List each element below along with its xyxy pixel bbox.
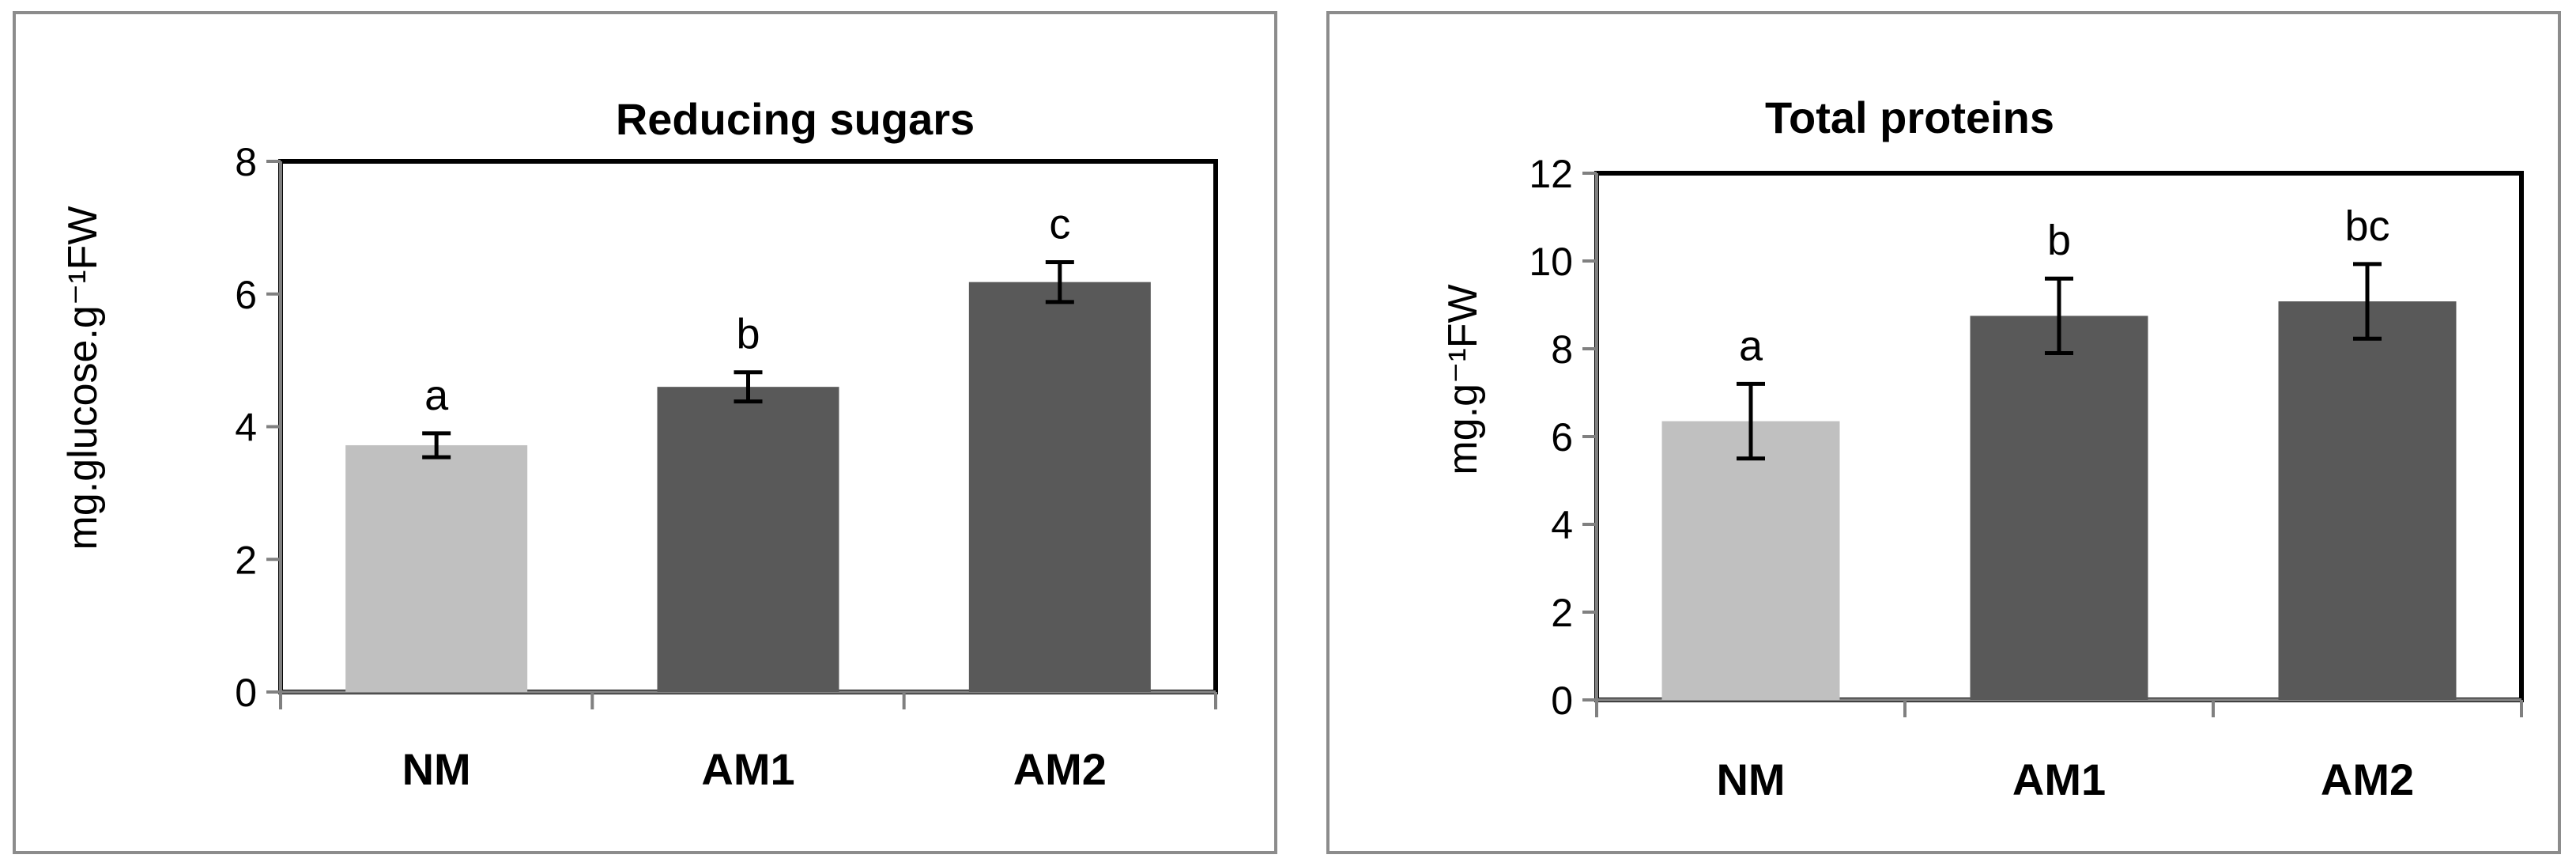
y-tick-label: 4	[235, 406, 257, 450]
significance-letter: a	[1739, 322, 1763, 369]
y-tick-label: 4	[1551, 503, 1573, 547]
y-tick-label: 0	[235, 671, 257, 715]
x-tick-label: AM2	[1013, 744, 1107, 794]
x-tick-label: AM1	[701, 744, 794, 794]
significance-letter: bc	[2344, 202, 2389, 250]
y-tick-label: 2	[1551, 591, 1573, 635]
plot-area: 0 2 4 6 8 10 12 a NM b AM1 bc AM2	[1529, 152, 2524, 804]
bar-am2	[968, 282, 1151, 693]
x-tick-label: NM	[1716, 754, 1785, 804]
chart-title: Total proteins	[1765, 93, 2054, 142]
chart-title: Reducing sugars	[616, 94, 975, 144]
x-tick-label: AM2	[2321, 754, 2414, 804]
y-tick-label: 6	[235, 273, 257, 317]
bar-nm	[345, 444, 528, 692]
y-tick-label: 8	[235, 140, 257, 184]
x-tick-label: AM1	[2012, 754, 2106, 804]
significance-letter: b	[2047, 217, 2071, 264]
bar-am1	[1970, 316, 2148, 700]
y-tick-label: 2	[235, 538, 257, 582]
significance-letter: a	[424, 372, 449, 419]
chart-reducing-sugars: Reducing sugars 0 2 4 6 8 a NM b AM1 c AM2 mg.gluc…	[13, 11, 1277, 854]
bar-am1	[657, 387, 839, 692]
y-tick-label: 0	[1551, 679, 1573, 723]
plot-area: 0 2 4 6 8 a NM b AM1 c AM2	[235, 140, 1218, 794]
x-tick-label: NM	[402, 744, 471, 794]
chart-total-proteins: Total proteins 0 2 4 6 8 10 12 a NM b AM1 bc AM2 mg.…	[1326, 11, 2561, 854]
y-axis-label: mg.glucose.g⁻¹FW	[60, 206, 106, 550]
y-tick-label: 6	[1551, 415, 1573, 459]
y-tick-label: 10	[1529, 240, 1573, 284]
bar-nm	[1661, 421, 1840, 700]
bar-am2	[2278, 301, 2457, 700]
significance-letter: b	[736, 311, 760, 358]
y-tick-label: 12	[1529, 152, 1573, 196]
y-axis-label: mg.g⁻¹FW	[1440, 284, 1486, 475]
y-tick-label: 8	[1551, 327, 1573, 372]
significance-letter: c	[1049, 200, 1070, 248]
